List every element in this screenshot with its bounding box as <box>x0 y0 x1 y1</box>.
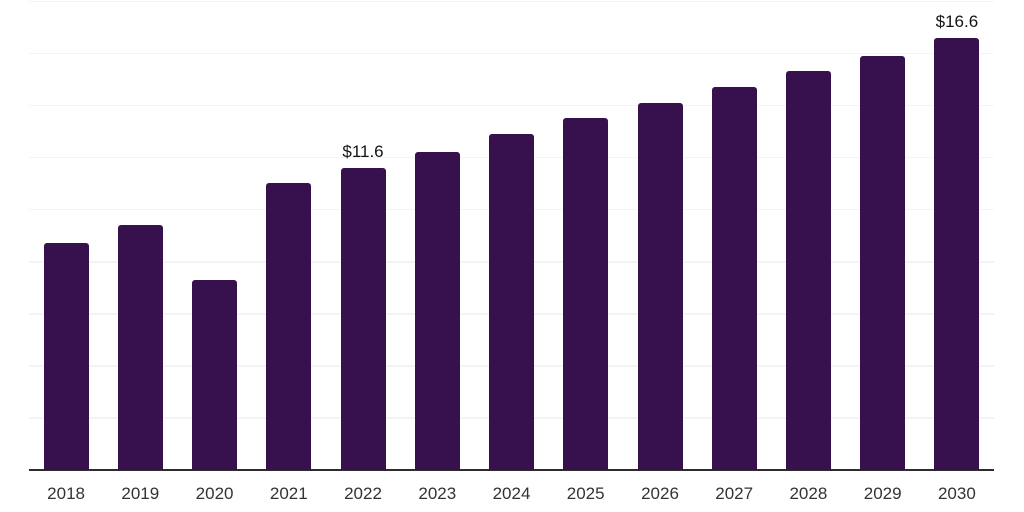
bar-2028 <box>785 71 831 470</box>
bar-2021 <box>266 183 312 470</box>
x-tick-label-2019: 2019 <box>121 484 160 503</box>
x-tick-label-2018: 2018 <box>47 484 86 503</box>
bar-2027 <box>711 87 757 470</box>
bar-2018 <box>43 243 89 470</box>
gridline <box>29 0 994 2</box>
x-tick-label-2023: 2023 <box>418 484 457 503</box>
gridline <box>29 52 994 55</box>
bar-value-label-2030: $16.6 <box>935 11 979 31</box>
bar-2023 <box>414 152 460 470</box>
x-tick-label-2024: 2024 <box>492 484 531 503</box>
x-tick-label-2030: 2030 <box>937 484 976 503</box>
x-tick-label-2021: 2021 <box>269 484 308 503</box>
x-tick-label-2029: 2029 <box>863 484 902 503</box>
x-tick-label-2022: 2022 <box>344 484 382 503</box>
bar-2026 <box>637 102 683 470</box>
bar-2030 <box>934 37 980 470</box>
bar-2020 <box>192 279 238 470</box>
bar-2029 <box>860 55 906 470</box>
x-tick-label-2026: 2026 <box>641 484 679 503</box>
bar-2024 <box>489 133 534 470</box>
bar-2022 <box>340 167 386 470</box>
gridline <box>29 104 994 107</box>
bar-2025 <box>563 118 609 470</box>
x-axis-line <box>29 469 994 471</box>
x-tick-label-2020: 2020 <box>195 484 234 503</box>
x-tick-label-2025: 2025 <box>566 484 605 503</box>
x-tick-label-2028: 2028 <box>789 484 828 503</box>
x-tick-label-2027: 2027 <box>715 484 754 503</box>
bar-value-label-2022: $11.6 <box>342 141 384 161</box>
plot-area: $11.6 $16.6 <box>29 0 994 471</box>
bar-2019 <box>117 225 163 470</box>
